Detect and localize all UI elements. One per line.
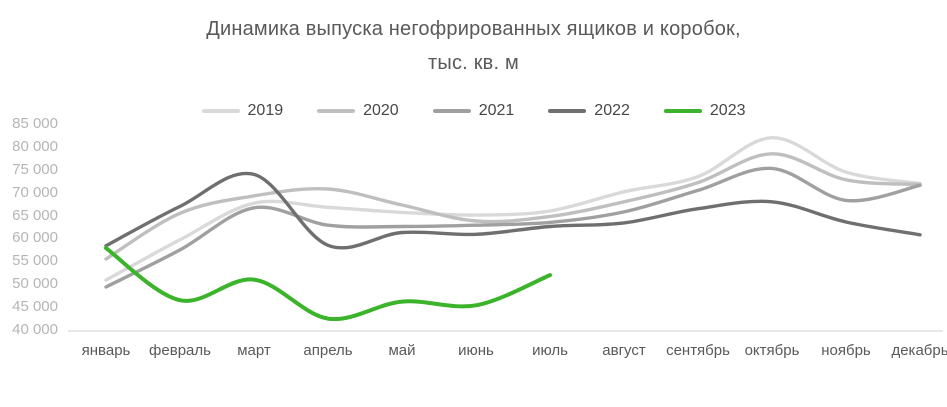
chart-title: Динамика выпуска негофрированных ящиков … (0, 12, 947, 80)
series-line-2023 (104, 246, 552, 322)
y-tick-label: 45 000 (12, 298, 58, 316)
legend-swatch-2021 (432, 109, 471, 113)
legend-item-2019: 2019 (201, 102, 284, 120)
legend-swatch-2020 (317, 109, 356, 113)
x-tick-label-1: январь (81, 342, 131, 359)
legend-item-2021: 2021 (432, 102, 515, 120)
x-tick-label-4: апрель (303, 342, 353, 359)
legend-label: 2023 (709, 102, 746, 119)
x-tick-label-7: июль (532, 342, 568, 359)
series-line-2022 (104, 171, 922, 250)
x-tick-label-2: февраль (149, 342, 211, 359)
legend-item-2020: 2020 (317, 102, 399, 120)
legend-label: 2020 (363, 102, 399, 119)
x-tick-label-3: март (237, 342, 271, 359)
x-tick-label-6: июнь (458, 342, 494, 359)
y-tick-label: 50 000 (12, 275, 58, 293)
legend-swatch-2023 (663, 109, 702, 113)
x-tick-label-9: сентябрь (666, 342, 730, 359)
chart-title-line2: тыс. кв. м (428, 52, 519, 74)
y-tick-label: 40 000 (12, 321, 58, 338)
x-tick-label-12: декабрь (891, 342, 947, 359)
y-tick-label: 80 000 (12, 137, 58, 155)
legend-label: 2019 (247, 102, 284, 119)
legend-label: 2022 (594, 102, 630, 119)
legend-item-2023: 2023 (663, 102, 746, 120)
x-tick-label-11: ноябрь (821, 342, 871, 359)
x-tick-label-10: октябрь (744, 342, 800, 359)
legend-item-2022: 2022 (548, 102, 630, 120)
y-tick-label: 85 000 (12, 115, 58, 132)
y-tick-label: 70 000 (12, 183, 58, 201)
x-tick-label-5: май (388, 342, 416, 359)
series-line-2019 (104, 135, 922, 282)
legend-swatch-2022 (548, 109, 587, 113)
y-tick-label: 65 000 (12, 206, 58, 224)
y-tick-label: 75 000 (12, 160, 58, 178)
series-line-2021 (104, 166, 922, 289)
legend-label: 2021 (478, 102, 515, 119)
x-tick-label-8: август (602, 342, 646, 359)
legend-swatch-2019 (201, 109, 240, 113)
legend: 2019 2020 2021 2022 2023 (0, 102, 947, 120)
chart-title-line1: Динамика выпуска негофрированных ящиков … (206, 18, 741, 40)
series-line-2020 (104, 152, 922, 261)
y-tick-label: 60 000 (12, 229, 58, 247)
y-tick-label: 55 000 (12, 252, 58, 270)
